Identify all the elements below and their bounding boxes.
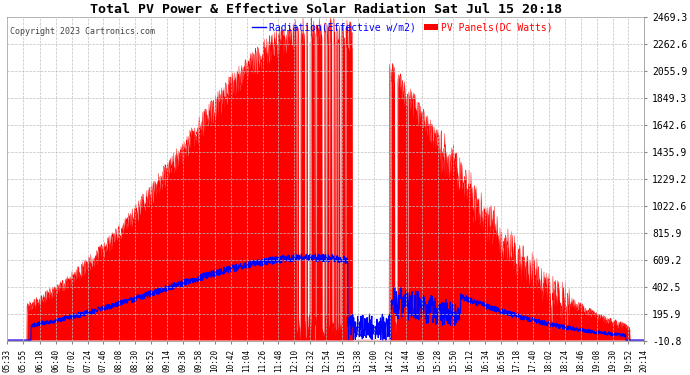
Legend: Radiation(Effective w/m2), PV Panels(DC Watts): Radiation(Effective w/m2), PV Panels(DC … <box>248 18 557 36</box>
Text: Copyright 2023 Cartronics.com: Copyright 2023 Cartronics.com <box>10 27 155 36</box>
Title: Total PV Power & Effective Solar Radiation Sat Jul 15 20:18: Total PV Power & Effective Solar Radiati… <box>90 3 562 16</box>
